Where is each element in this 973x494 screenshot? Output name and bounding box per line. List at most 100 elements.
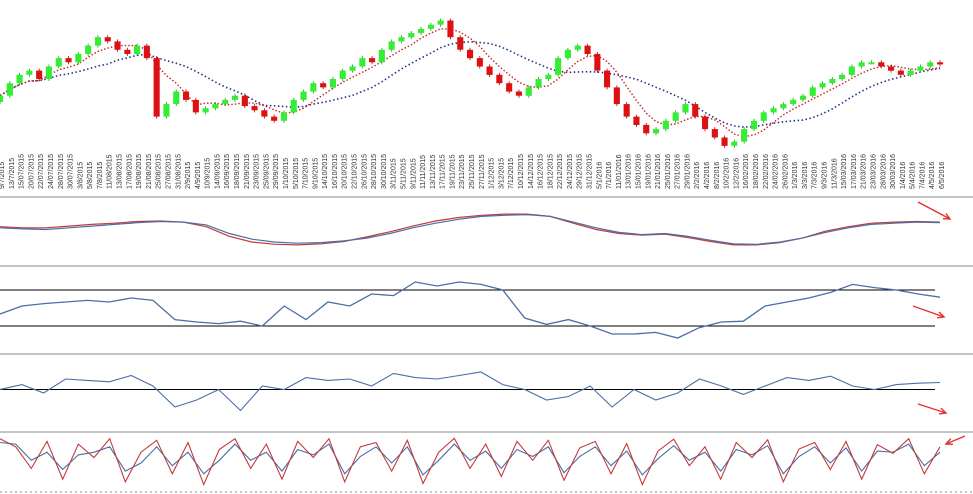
candle xyxy=(232,93,239,102)
price-panel xyxy=(0,18,944,148)
candle xyxy=(682,102,689,115)
candle xyxy=(65,56,72,65)
candle-up xyxy=(16,74,23,84)
candle xyxy=(437,18,444,27)
candle xyxy=(163,102,170,119)
date-tick-label: 24/12/2015 xyxy=(567,154,574,189)
candle-up xyxy=(280,112,287,121)
candle-up xyxy=(398,37,405,42)
candle xyxy=(506,81,513,94)
date-tick-label: 13/08/2015 xyxy=(117,154,124,189)
date-tick-label: 24/07/2015 xyxy=(48,154,55,189)
candle-up xyxy=(750,120,757,130)
candle xyxy=(594,51,601,73)
moving-average-fast-line xyxy=(0,28,941,138)
candle-down xyxy=(143,45,150,59)
date-tick-label: 2/9/2015 xyxy=(185,162,192,189)
candle xyxy=(320,81,327,90)
candle xyxy=(300,89,307,102)
candle-down xyxy=(878,62,885,67)
candle-up xyxy=(329,79,336,88)
candle-down xyxy=(183,91,190,100)
date-tick-label: 28/07/2015 xyxy=(58,154,65,189)
candle xyxy=(212,102,219,111)
candle xyxy=(398,35,405,44)
candle-down xyxy=(897,70,904,75)
candle xyxy=(339,68,346,81)
arrow-shaft xyxy=(945,435,966,445)
candle xyxy=(653,127,660,136)
candle xyxy=(545,72,552,81)
date-tick-label: 16/12/2015 xyxy=(538,154,545,189)
candle-down xyxy=(192,99,199,113)
candle xyxy=(0,93,4,104)
candle-up xyxy=(829,79,836,84)
date-tick-label: 18/02/2016 xyxy=(753,154,760,189)
date-tick-label: 7/1/2016 xyxy=(606,162,613,189)
candle xyxy=(202,106,209,115)
candle xyxy=(134,43,141,56)
candle xyxy=(222,97,229,107)
candle-down xyxy=(937,62,944,65)
candle xyxy=(388,39,395,52)
candle-down xyxy=(114,41,121,50)
candle-down xyxy=(515,91,522,96)
candle-down xyxy=(613,87,620,105)
candle-up xyxy=(408,33,415,38)
candle-up xyxy=(427,24,434,29)
candle-up xyxy=(731,141,738,146)
candle xyxy=(574,43,581,52)
date-tick-label: 28/10/2015 xyxy=(371,154,378,189)
arrow-head xyxy=(938,407,948,415)
date-tick-label: 4/9/2015 xyxy=(195,162,202,189)
date-tick-label: 31/12/2015 xyxy=(587,154,594,189)
date-tick-label: 24/02/2016 xyxy=(773,154,780,189)
candle xyxy=(486,64,493,77)
candle-down xyxy=(506,83,513,92)
date-tick-label: 18/09/2015 xyxy=(234,154,241,189)
oscillator-1-red-line xyxy=(0,213,941,246)
date-tick-label: 27/01/2016 xyxy=(675,154,682,189)
date-tick-label: 4/2/2016 xyxy=(704,162,711,189)
date-tick-label: 16/02/2016 xyxy=(743,154,750,189)
date-tick-label: 5/10/2015 xyxy=(293,158,300,189)
candle-down xyxy=(643,124,650,134)
date-tick-label: 29/12/2015 xyxy=(577,154,584,189)
date-tick-label: 22/02/2016 xyxy=(763,154,770,189)
candle xyxy=(36,68,43,81)
date-tick-label: 7/8/2015 xyxy=(97,162,104,189)
oscillator-2-line xyxy=(0,281,941,339)
candle-up xyxy=(212,104,219,109)
candle-down xyxy=(36,70,43,79)
candle xyxy=(26,68,33,77)
date-tick-label: 9/7/2015 xyxy=(0,162,6,189)
candle xyxy=(672,110,679,123)
candle xyxy=(124,47,131,56)
candle-down xyxy=(467,49,474,59)
candle xyxy=(799,93,806,102)
candle-up xyxy=(85,45,92,54)
date-tick-label: 23/11/2015 xyxy=(459,154,466,189)
candle xyxy=(515,89,522,98)
candle-up xyxy=(564,49,571,59)
candle-up xyxy=(525,87,532,96)
date-tick-label: 11/11/2015 xyxy=(420,155,427,189)
date-tick-label: 19/01/2016 xyxy=(645,154,652,189)
candle-up xyxy=(0,95,4,102)
candle-up xyxy=(290,99,297,113)
candle-up xyxy=(741,129,748,142)
candle xyxy=(839,72,846,81)
date-tick-label: 9/3/2016 xyxy=(822,162,829,189)
candle-up xyxy=(555,58,562,75)
candle-up xyxy=(927,62,934,67)
oscillator-3-line xyxy=(0,371,941,412)
stochastic-panel xyxy=(0,435,966,487)
date-tick-label: 5/11/2015 xyxy=(401,158,408,189)
candle xyxy=(555,56,562,77)
date-tick-label: 16/09/2015 xyxy=(224,154,231,189)
candle-up xyxy=(535,79,542,88)
candle-down xyxy=(457,37,464,50)
candle-up xyxy=(349,66,356,71)
candle-down xyxy=(124,49,131,54)
stochastic-arrow xyxy=(944,435,966,446)
